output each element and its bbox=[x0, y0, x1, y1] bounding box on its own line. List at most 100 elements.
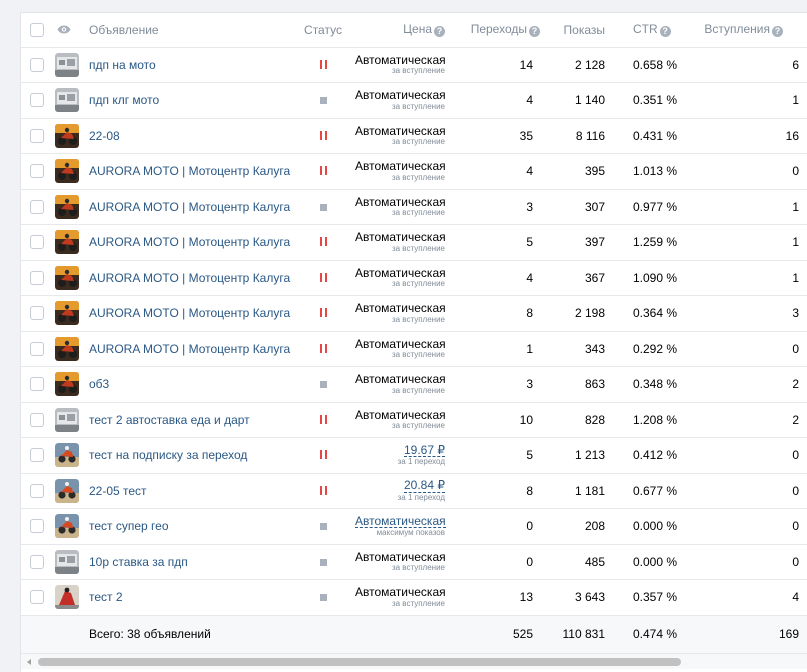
ad-name-link[interactable]: пдп на мото bbox=[89, 57, 156, 72]
help-icon[interactable]: ? bbox=[434, 26, 445, 38]
ad-name-link[interactable]: 22-08 bbox=[89, 128, 120, 143]
row-checkbox[interactable] bbox=[30, 199, 44, 214]
table-row[interactable]: AURORA MOTO | Мотоцентр Калуга Автоматиче… bbox=[21, 260, 807, 296]
row-checkbox[interactable] bbox=[30, 483, 44, 498]
column-clicks[interactable]: Переходы? bbox=[445, 13, 541, 48]
ad-thumbnail[interactable] bbox=[55, 549, 79, 574]
row-checkbox[interactable] bbox=[30, 554, 44, 569]
table-row[interactable]: тест 2 автоставка еда и дарт Автоматическ… bbox=[21, 402, 807, 438]
row-checkbox[interactable] bbox=[30, 590, 44, 605]
pause-icon[interactable] bbox=[319, 130, 328, 140]
row-checkbox[interactable] bbox=[30, 57, 44, 72]
table-row[interactable]: тест 2 Автоматическая за вступление 13 3 643… bbox=[21, 580, 807, 616]
column-impressions[interactable]: Показы bbox=[541, 13, 609, 48]
pause-icon[interactable] bbox=[319, 414, 328, 424]
stop-icon[interactable] bbox=[319, 558, 327, 566]
column-ctr[interactable]: CTR? bbox=[609, 13, 679, 48]
row-checkbox[interactable] bbox=[30, 128, 44, 143]
pause-icon[interactable] bbox=[319, 166, 328, 176]
row-checkbox[interactable] bbox=[30, 341, 44, 356]
ad-thumbnail[interactable] bbox=[55, 478, 79, 503]
ad-thumbnail[interactable] bbox=[55, 336, 79, 361]
row-checkbox[interactable] bbox=[30, 519, 44, 534]
ad-name-link[interactable]: тест на подписку за переход bbox=[89, 448, 248, 463]
ad-name-link[interactable]: тест 2 bbox=[89, 590, 123, 605]
pause-icon[interactable] bbox=[319, 308, 328, 318]
table-row[interactable]: об3 Автоматическая за вступление 3 863 0.348 … bbox=[21, 366, 807, 403]
pause-icon[interactable] bbox=[319, 237, 328, 247]
ad-name-link[interactable]: AURORA MOTO | Мотоцентр Калуга bbox=[89, 270, 291, 285]
row-checkbox[interactable] bbox=[30, 412, 44, 427]
row-checkbox[interactable] bbox=[30, 164, 44, 179]
table-row[interactable]: AURORA MOTO | Мотоцентр Калуга Автоматиче… bbox=[21, 189, 807, 225]
table-row[interactable]: 10р ставка за пдп Автоматическая за вступл… bbox=[21, 544, 807, 580]
stop-icon[interactable] bbox=[319, 381, 327, 389]
ad-name-link[interactable]: об3 bbox=[89, 377, 110, 392]
row-checkbox[interactable] bbox=[30, 235, 44, 250]
pause-icon[interactable] bbox=[319, 59, 328, 69]
ad-thumbnail[interactable] bbox=[55, 230, 79, 255]
table-row[interactable]: 22-08 Автоматическая за вступление 35 8 116 0… bbox=[21, 118, 807, 154]
ad-thumbnail[interactable] bbox=[55, 194, 79, 219]
ad-thumbnail[interactable] bbox=[55, 443, 79, 468]
help-icon[interactable]: ? bbox=[772, 26, 783, 38]
pause-icon[interactable] bbox=[319, 343, 328, 353]
pause-icon[interactable] bbox=[319, 450, 328, 460]
ad-name-link[interactable]: 10р ставка за пдп bbox=[89, 554, 188, 569]
arrow-left-icon[interactable] bbox=[27, 659, 31, 665]
table-row[interactable]: AURORA MOTO | Мотоцентр Калуга Автоматиче… bbox=[21, 153, 807, 190]
pause-icon[interactable] bbox=[319, 485, 328, 495]
column-ad[interactable]: Объявление bbox=[89, 13, 295, 48]
stop-icon[interactable] bbox=[319, 594, 327, 602]
table-row[interactable]: пдп на мото Автоматическая за вступление 14… bbox=[21, 47, 807, 83]
pause-icon[interactable] bbox=[319, 272, 328, 282]
ad-thumbnail[interactable] bbox=[55, 372, 79, 397]
price-value[interactable]: 19.67 ₽ bbox=[404, 442, 445, 458]
ad-name-link[interactable]: 22-05 тест bbox=[89, 483, 147, 498]
row-checkbox[interactable] bbox=[30, 93, 44, 108]
ad-name-link[interactable]: AURORA MOTO | Мотоцентр Калуга bbox=[89, 341, 291, 356]
ad-thumbnail[interactable] bbox=[55, 52, 79, 77]
ad-thumbnail[interactable] bbox=[55, 123, 79, 148]
ad-thumbnail[interactable] bbox=[55, 159, 79, 184]
price-value[interactable]: 20.84 ₽ bbox=[404, 478, 445, 493]
ad-name-link[interactable]: AURORA MOTO | Мотоцентр Калуга bbox=[89, 199, 291, 214]
table-row[interactable]: AURORA MOTO | Мотоцентр Калуга Автоматиче… bbox=[21, 224, 807, 261]
scrollbar-thumb[interactable] bbox=[38, 658, 681, 666]
ad-name-link[interactable]: пдп клг мото bbox=[89, 93, 160, 108]
stop-icon[interactable] bbox=[319, 97, 327, 105]
horizontal-scrollbar[interactable] bbox=[21, 653, 807, 669]
ad-thumbnail[interactable] bbox=[55, 88, 79, 113]
ad-thumbnail[interactable] bbox=[55, 265, 79, 290]
ad-thumbnail[interactable] bbox=[55, 407, 79, 432]
ad-name-link[interactable]: AURORA MOTO | Мотоцентр Калуга bbox=[89, 306, 291, 321]
row-checkbox[interactable] bbox=[30, 448, 44, 463]
row-checkbox[interactable] bbox=[30, 306, 44, 321]
ad-thumbnail[interactable] bbox=[55, 301, 79, 326]
ad-name-link[interactable]: тест супер гео bbox=[89, 519, 169, 534]
table-row[interactable]: тест на подписку за переход 19.67 ₽ за 1 п… bbox=[21, 437, 807, 474]
impressions-cell: 2 198 bbox=[541, 295, 609, 332]
price-value[interactable]: Автоматическая bbox=[355, 513, 446, 529]
stop-icon[interactable] bbox=[319, 523, 327, 531]
column-status[interactable]: Статус bbox=[295, 13, 355, 48]
row-checkbox[interactable] bbox=[30, 377, 44, 392]
ad-name-link[interactable]: тест 2 автоставка еда и дарт bbox=[89, 412, 250, 427]
stop-icon[interactable] bbox=[319, 203, 327, 211]
eye-icon[interactable] bbox=[57, 25, 71, 34]
ad-name-link[interactable]: AURORA MOTO | Мотоцентр Калуга bbox=[89, 235, 291, 250]
row-checkbox[interactable] bbox=[30, 270, 44, 285]
ad-thumbnail[interactable] bbox=[55, 585, 79, 610]
table-row[interactable]: 22-05 тест 20.84 ₽ за 1 переход 8 1 181 0.677… bbox=[21, 473, 807, 509]
table-row[interactable]: AURORA MOTO | Мотоцентр Калуга Автоматиче… bbox=[21, 295, 807, 332]
ad-name-link[interactable]: AURORA MOTO | Мотоцентр Калуга bbox=[89, 164, 291, 179]
table-row[interactable]: пдп клг мото Автоматическая за вступление 4… bbox=[21, 82, 807, 119]
help-icon[interactable]: ? bbox=[659, 26, 671, 38]
table-row[interactable]: AURORA MOTO | Мотоцентр Калуга Автоматиче… bbox=[21, 331, 807, 367]
help-icon[interactable]: ? bbox=[529, 26, 540, 38]
table-row[interactable]: тест супер гео Автоматическая максимум пок… bbox=[21, 508, 807, 545]
ad-thumbnail[interactable] bbox=[55, 514, 79, 539]
column-joins[interactable]: Вступления? bbox=[679, 13, 807, 48]
select-all-checkbox[interactable] bbox=[30, 22, 44, 37]
column-price[interactable]: Цена? bbox=[355, 13, 445, 48]
